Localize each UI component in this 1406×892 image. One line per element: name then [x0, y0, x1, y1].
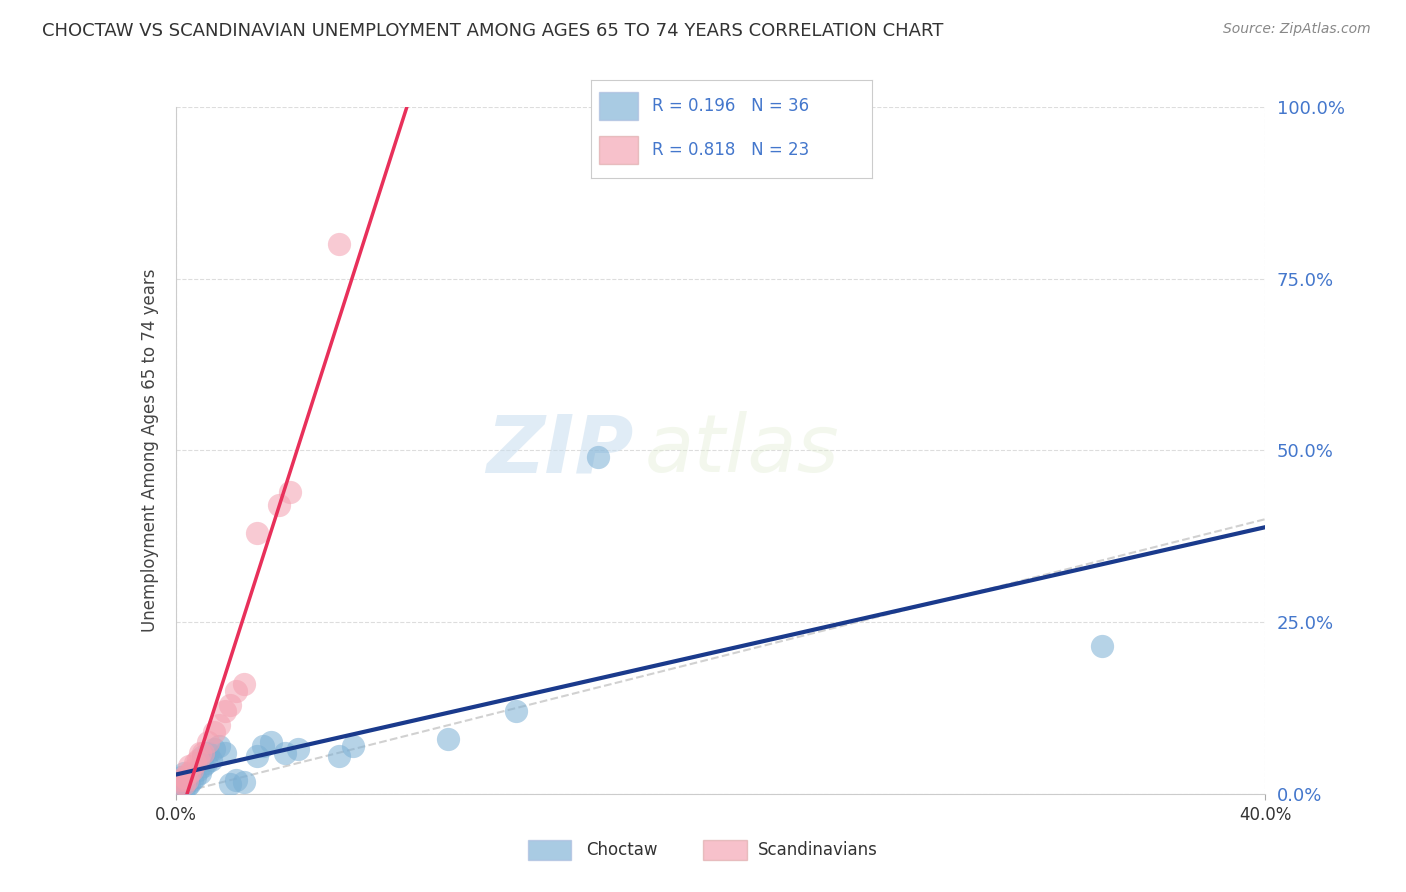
Point [437, 731, 460, 746]
Point [179, 766, 201, 780]
Point [219, 698, 242, 712]
Point [328, 749, 350, 764]
Point [208, 718, 231, 732]
Point [188, 766, 211, 780]
Point [274, 746, 297, 760]
Point [202, 742, 225, 756]
Point [186, 753, 209, 767]
Point [208, 739, 231, 753]
Point [170, 773, 193, 788]
FancyBboxPatch shape [527, 839, 571, 860]
Text: ZIP: ZIP [486, 411, 633, 490]
Point [278, 484, 301, 499]
Point [176, 779, 198, 793]
Point [179, 759, 201, 773]
Point [186, 763, 209, 777]
Point [197, 735, 219, 749]
Point [181, 763, 204, 777]
Point [167, 780, 190, 794]
Point [202, 725, 225, 739]
Point [179, 776, 201, 790]
Text: Choctaw: Choctaw [586, 840, 658, 859]
Point [188, 746, 211, 760]
FancyBboxPatch shape [703, 839, 747, 860]
Point [232, 677, 254, 691]
Point [167, 776, 190, 790]
Point [269, 499, 291, 513]
Point [170, 770, 193, 784]
Point [214, 705, 236, 719]
Point [505, 705, 527, 719]
Text: R = 0.818   N = 23: R = 0.818 N = 23 [652, 141, 810, 159]
Text: R = 0.196   N = 36: R = 0.196 N = 36 [652, 97, 810, 115]
Text: atlas: atlas [644, 411, 839, 490]
Point [342, 739, 364, 753]
Point [200, 753, 222, 767]
Point [176, 772, 198, 786]
Point [191, 749, 214, 764]
Point [173, 774, 195, 789]
Text: CHOCTAW VS SCANDINAVIAN UNEMPLOYMENT AMONG AGES 65 TO 74 YEARS CORRELATION CHART: CHOCTAW VS SCANDINAVIAN UNEMPLOYMENT AMO… [42, 22, 943, 40]
Point [194, 756, 217, 770]
Point [173, 770, 195, 784]
Point [197, 746, 219, 760]
Point [287, 742, 309, 756]
Point [225, 773, 247, 788]
Point [173, 781, 195, 796]
Point [191, 746, 214, 760]
Point [219, 776, 242, 790]
Point [225, 683, 247, 698]
Point [232, 774, 254, 789]
Point [179, 767, 201, 781]
Text: Source: ZipAtlas.com: Source: ZipAtlas.com [1223, 22, 1371, 37]
Point [176, 773, 198, 788]
Point [246, 525, 269, 540]
Point [252, 739, 274, 753]
Point [173, 766, 195, 780]
Point [184, 770, 207, 784]
Point [1091, 639, 1114, 653]
Point [246, 749, 269, 764]
Point [260, 735, 283, 749]
Point [328, 237, 350, 252]
Point [181, 773, 204, 788]
Point [173, 776, 195, 790]
Point [184, 756, 207, 770]
Y-axis label: Unemployment Among Ages 65 to 74 years: Unemployment Among Ages 65 to 74 years [141, 268, 159, 632]
Point [586, 450, 609, 465]
FancyBboxPatch shape [599, 136, 638, 164]
Point [214, 746, 236, 760]
FancyBboxPatch shape [599, 92, 638, 120]
Point [170, 776, 193, 790]
Point [191, 759, 214, 773]
Text: Scandinavians: Scandinavians [758, 840, 877, 859]
